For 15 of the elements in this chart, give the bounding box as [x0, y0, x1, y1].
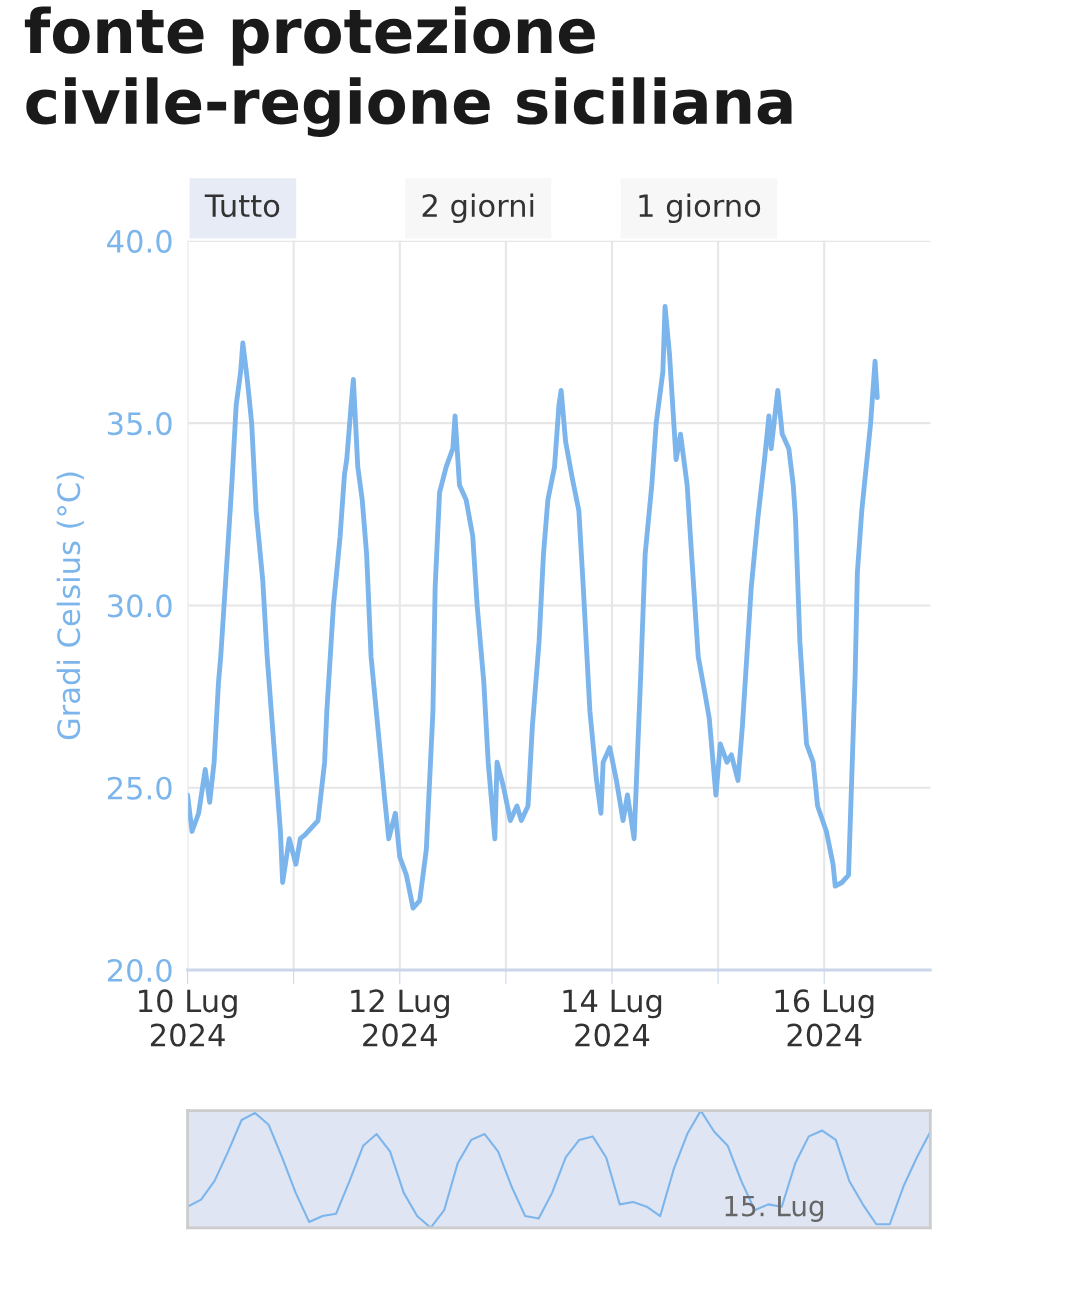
text: Tutto: [204, 194, 280, 218]
y-tick-label: 20.0: [107, 958, 172, 983]
x-tick-label: 14 Lug 2024: [563, 989, 662, 1047]
x-tick-label: 16 Lug 2024: [775, 989, 874, 1047]
x-tick-label: 12 Lug 2024: [351, 989, 449, 1047]
y-axis-title: Gradi Celsius (°C): [56, 472, 84, 740]
x-tick-label: 10 Lug 2024: [139, 989, 237, 1047]
y-tick-label: 35.0: [107, 412, 172, 436]
text: 1 giorno: [639, 193, 761, 224]
line-series: [187, 304, 880, 911]
source-note: fonte protezione civile-regione siciliana: [24, 6, 792, 137]
text: 2 giorni: [422, 193, 534, 224]
y-tick-label: 25.0: [107, 776, 172, 800]
y-tick-label: 40.0: [107, 229, 172, 253]
y-tick-label: 30.0: [107, 594, 172, 618]
